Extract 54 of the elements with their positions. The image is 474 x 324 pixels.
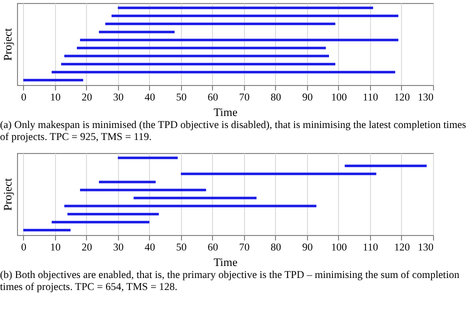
bar xyxy=(118,6,374,10)
x-axis-title: Time xyxy=(214,107,238,119)
x-tick-label: 30 xyxy=(113,92,124,104)
text: (b) Both objectives are enabled, that is, the primary objective is the TPD – minimising the sum of completion times of projects. TPC = 654, TMS = 128. xyxy=(0,270,460,294)
x-tick-label: 120 xyxy=(394,92,410,104)
bar xyxy=(23,228,71,232)
x-tick-label: 40 xyxy=(144,242,156,254)
bar xyxy=(52,70,396,74)
bar xyxy=(61,62,336,66)
x-tick-label: 10 xyxy=(50,92,61,104)
x-tick-label: 90 xyxy=(302,92,313,104)
bar xyxy=(344,164,427,168)
x-tick-label: 40 xyxy=(144,92,156,104)
x-tick-label: 110 xyxy=(362,242,378,254)
x-tick-label: 60 xyxy=(208,92,218,104)
bar xyxy=(80,188,206,192)
x-tick-label: 80 xyxy=(270,242,282,254)
x-tick-label: 110 xyxy=(362,92,378,104)
bar xyxy=(76,46,326,50)
x-tick-label: 20 xyxy=(82,242,92,254)
bar xyxy=(112,14,398,18)
x-tick-label: 90 xyxy=(302,242,313,254)
bar xyxy=(98,180,156,184)
x-tick-label: 130 xyxy=(418,242,434,254)
bar xyxy=(118,156,178,160)
bar xyxy=(80,38,398,42)
bar xyxy=(98,30,175,34)
x-tick-label: 120 xyxy=(394,242,410,254)
x-axis-title: Time xyxy=(214,257,238,269)
x-tick-label: 20 xyxy=(82,92,92,104)
x-tick-label: 100 xyxy=(331,92,347,104)
bar xyxy=(64,54,329,58)
x-tick-label: 70 xyxy=(239,242,250,254)
x-tick-label: 10 xyxy=(50,242,61,254)
x-tick-label: 130 xyxy=(418,92,434,104)
bar xyxy=(64,204,316,208)
x-tick-label: 0 xyxy=(21,92,26,104)
bar xyxy=(52,220,150,224)
bar xyxy=(134,196,257,200)
x-tick-label: 30 xyxy=(113,242,124,254)
x-tick-label: 50 xyxy=(176,92,187,104)
y-axis-title: Project xyxy=(2,27,14,61)
x-tick-label: 0 xyxy=(21,242,26,254)
x-tick-label: 80 xyxy=(270,92,282,104)
bar xyxy=(105,22,336,26)
x-tick-label: 100 xyxy=(331,242,347,254)
y-axis-title: Project xyxy=(2,177,14,211)
bar xyxy=(67,212,159,216)
text: (a) Only makespan is minimised (the TPD objective is disabled), that is minimising the latest completion times of projects. TPC = 925, TMS = 119. xyxy=(0,120,468,144)
bar xyxy=(23,78,84,82)
x-tick-label: 50 xyxy=(176,242,187,254)
x-tick-label: 60 xyxy=(208,242,218,254)
x-tick-label: 70 xyxy=(239,92,250,104)
bar xyxy=(180,172,376,176)
